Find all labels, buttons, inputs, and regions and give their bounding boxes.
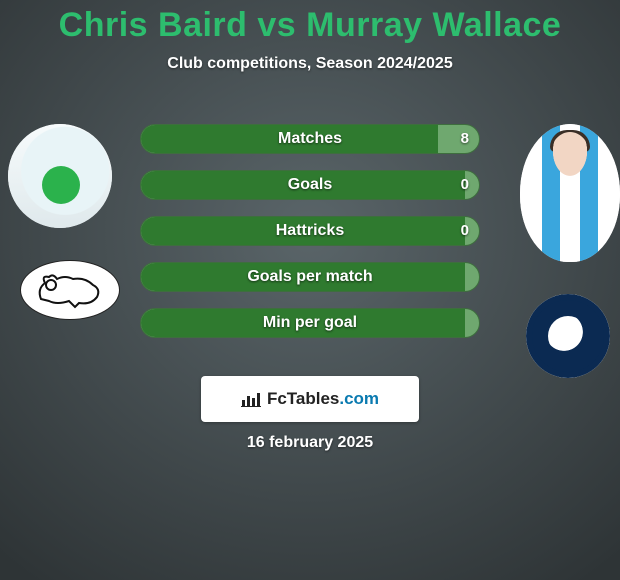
brand-suffix: .com [339, 389, 379, 408]
player-right-avatar [520, 124, 620, 262]
club-left-crest [20, 260, 120, 320]
stat-bar-value: 8 [461, 125, 469, 153]
stat-bar-label: Matches [141, 125, 479, 153]
stat-bar-value: 0 [461, 171, 469, 199]
bar-chart-icon [241, 391, 261, 407]
subtitle: Club competitions, Season 2024/2025 [0, 55, 620, 73]
stat-bar: Min per goal [140, 308, 480, 338]
stat-bar-label: Hattricks [141, 217, 479, 245]
date-text: 16 february 2025 [0, 434, 620, 452]
stat-bar: Hattricks0 [140, 216, 480, 246]
head-icon [550, 132, 590, 180]
stat-bar: Matches8 [140, 124, 480, 154]
stat-bar-label: Goals per match [141, 263, 479, 291]
stat-bar: Goals0 [140, 170, 480, 200]
club-right-crest [526, 294, 610, 378]
brand-name-text: FcTables [267, 389, 339, 408]
stats-bars: Matches8Goals0Hattricks0Goals per matchM… [140, 124, 480, 354]
page-title: Chris Baird vs Murray Wallace [0, 0, 620, 45]
ram-icon [35, 271, 107, 311]
stat-bar-label: Min per goal [141, 309, 479, 337]
player-left-avatar [8, 124, 112, 228]
stat-bar-label: Goals [141, 171, 479, 199]
sponsor-badge-icon [42, 166, 80, 204]
lion-icon [548, 316, 588, 356]
brand-name: FcTables.com [267, 389, 379, 409]
stat-bar: Goals per match [140, 262, 480, 292]
stat-bar-value: 0 [461, 217, 469, 245]
brand-box[interactable]: FcTables.com [201, 376, 419, 422]
